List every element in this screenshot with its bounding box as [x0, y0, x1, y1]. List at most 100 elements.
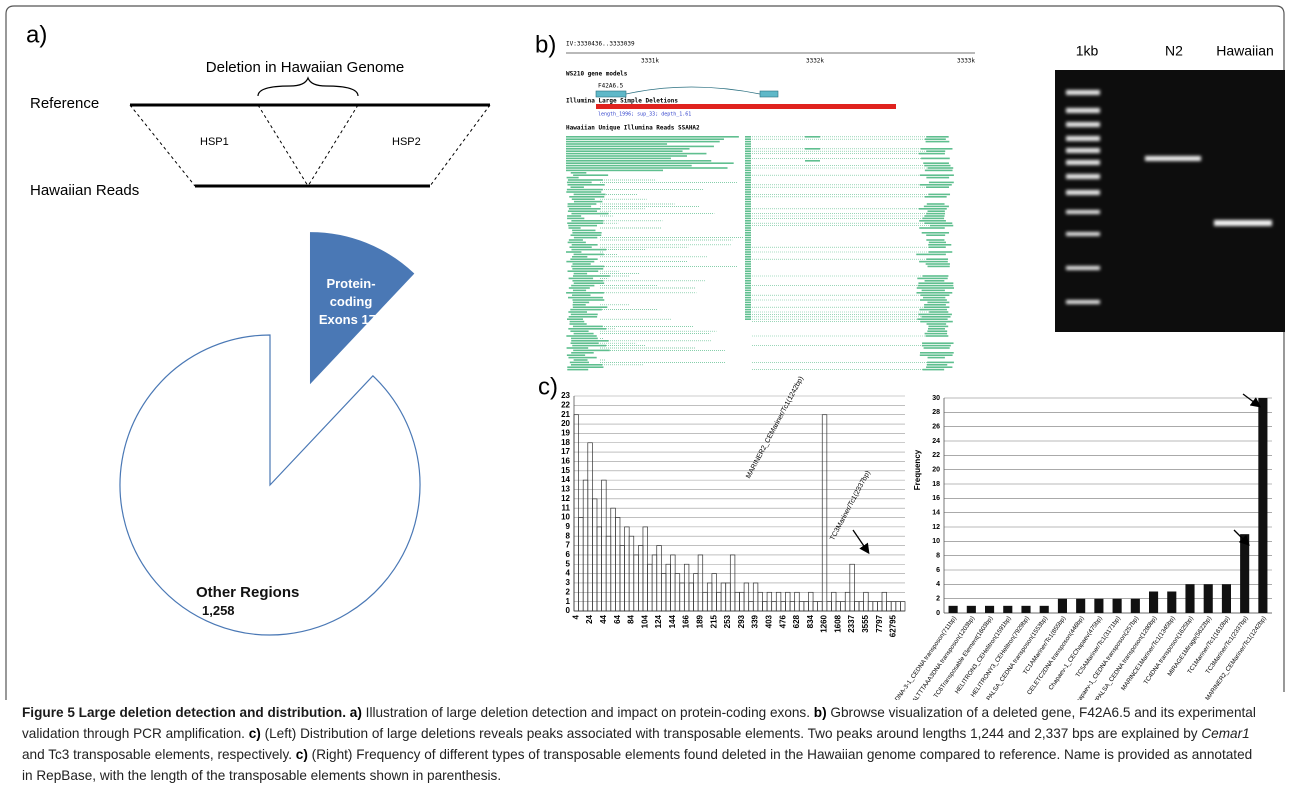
read	[929, 182, 954, 184]
read	[566, 335, 596, 337]
read	[745, 237, 751, 239]
arrow	[1243, 394, 1259, 406]
read	[745, 158, 751, 160]
read	[572, 198, 595, 200]
bar	[721, 583, 726, 611]
read	[928, 357, 945, 359]
read	[929, 311, 948, 313]
caption-label: a)	[350, 705, 362, 720]
figure: a) Deletion in Hawaiian Genome Reference…	[0, 0, 1290, 700]
browser-text: F42A6.5	[598, 83, 624, 90]
read	[924, 306, 950, 308]
caption: Figure 5 Large deletion detection and di…	[22, 702, 1262, 786]
bar	[689, 583, 694, 611]
read	[745, 297, 751, 299]
bar	[836, 602, 841, 611]
y-tick-label: 0	[936, 610, 940, 617]
read	[917, 278, 947, 280]
caption-label: b)	[814, 705, 827, 720]
read	[925, 196, 947, 198]
browser-text: Illumina Large Simple Deletions	[566, 98, 678, 105]
bar	[648, 564, 653, 611]
read	[745, 215, 751, 217]
read	[571, 234, 602, 236]
read	[571, 364, 602, 366]
read	[567, 206, 591, 208]
read	[925, 333, 947, 335]
read	[569, 323, 586, 325]
read	[571, 314, 598, 316]
read	[924, 347, 950, 349]
read	[921, 158, 950, 160]
read	[926, 335, 949, 337]
bar	[1240, 534, 1249, 613]
y-tick-label: 15	[561, 466, 570, 475]
panel-label: c)	[538, 373, 558, 400]
read	[916, 254, 946, 256]
annotation: TC3Mariner/Tc1(2337bp)	[829, 470, 872, 542]
read	[571, 249, 606, 251]
read	[568, 311, 587, 313]
read	[745, 311, 751, 313]
read	[924, 304, 946, 306]
bar	[1094, 599, 1103, 613]
bar	[967, 606, 976, 613]
read	[745, 222, 751, 224]
read	[574, 359, 588, 361]
read	[569, 208, 601, 210]
bar	[638, 546, 643, 611]
read	[925, 280, 945, 282]
bar	[749, 602, 754, 611]
y-tick-label: 2	[936, 596, 940, 603]
read	[745, 268, 751, 270]
read	[566, 150, 683, 152]
read	[573, 290, 586, 292]
bar	[873, 602, 878, 611]
read	[927, 364, 947, 366]
read	[745, 244, 751, 246]
read	[573, 326, 603, 328]
read	[920, 184, 952, 186]
read	[745, 273, 751, 275]
gel-band	[1066, 174, 1100, 179]
bar	[900, 602, 905, 611]
y-tick-label: 18	[932, 481, 940, 488]
bar	[1185, 584, 1194, 613]
read	[745, 218, 751, 220]
bar	[707, 583, 712, 611]
pie-category: Other Regions	[196, 584, 299, 601]
read	[745, 148, 751, 150]
read	[745, 213, 751, 215]
caption-text: Cemar1	[1201, 726, 1249, 741]
y-tick-label: 20	[561, 419, 570, 428]
bar	[666, 564, 671, 611]
read	[922, 290, 945, 292]
y-tick-label: 28	[932, 409, 940, 416]
lane-label: 1kb	[1076, 43, 1099, 59]
read	[566, 160, 711, 162]
read	[569, 239, 583, 241]
read	[570, 321, 585, 323]
read	[568, 184, 605, 186]
x-tick-label: 124	[654, 614, 663, 628]
read	[920, 299, 947, 301]
y-tick-label: 20	[932, 467, 940, 474]
bar	[1058, 599, 1067, 613]
read	[567, 218, 584, 220]
read	[745, 146, 751, 148]
y-tick-label: 30	[932, 395, 940, 402]
arrow	[853, 530, 868, 552]
read	[572, 268, 603, 270]
read	[924, 206, 949, 208]
y-tick-label: 7	[566, 541, 571, 550]
bar	[597, 527, 602, 611]
y-tick-label: 10	[561, 513, 570, 522]
lane-label: N2	[1165, 43, 1183, 59]
bar	[850, 564, 855, 611]
lane-label: Hawaiian	[1216, 43, 1274, 59]
read	[930, 225, 953, 227]
read	[921, 316, 950, 318]
read	[573, 299, 605, 301]
y-tick-label: 18	[561, 438, 570, 447]
read	[926, 213, 945, 215]
